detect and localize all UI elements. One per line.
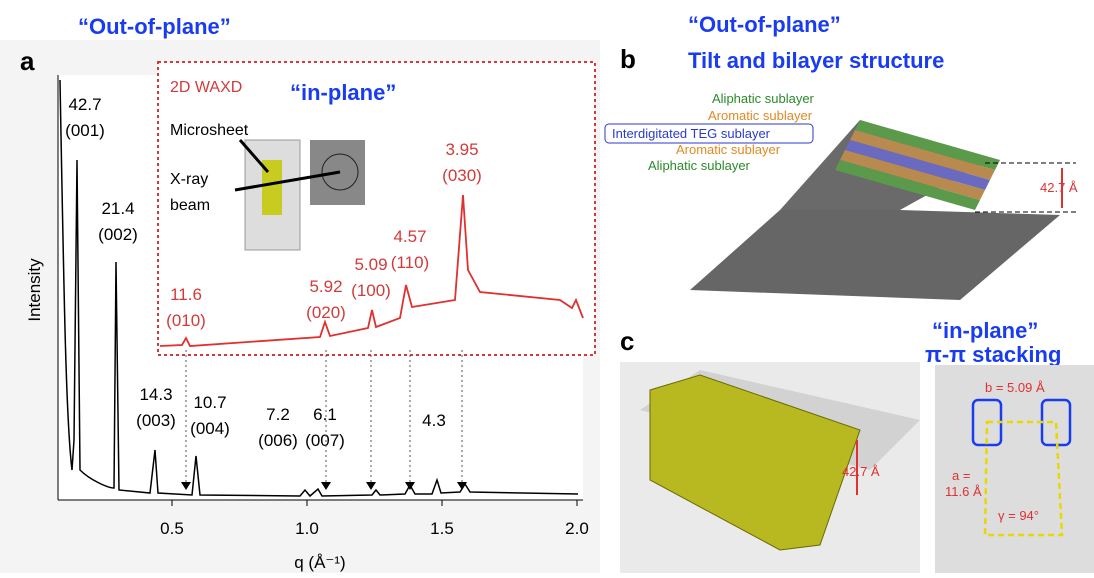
peak-label: 4.57 <box>393 227 426 246</box>
peak-index: (004) <box>190 419 230 438</box>
layer-label: Interdigitated TEG sublayer <box>612 126 771 141</box>
layer-label: Aromatic sublayer <box>708 108 813 123</box>
peak-label: 3.95 <box>445 140 478 159</box>
x-tick-label: 1.0 <box>295 519 319 538</box>
panel-letter: a <box>20 46 35 76</box>
inset-label: 2D WAXD <box>170 79 242 96</box>
peak-index: (010) <box>166 311 206 330</box>
microsheet-label: Microsheet <box>170 122 249 139</box>
spacing-label: 42.7 Å <box>1040 180 1078 195</box>
peak-label: 5.09 <box>354 255 387 274</box>
x-tick-label: 1.5 <box>430 519 454 538</box>
inset: 2D WAXD “in-plane” Microsheet X-ray beam <box>158 62 595 355</box>
peak-index: (003) <box>136 411 176 430</box>
peak-index: (007) <box>305 431 345 450</box>
x-axis-label: q (Å⁻¹) <box>294 553 345 572</box>
layer-label: Aliphatic sublayer <box>648 158 751 173</box>
x-tick-label: 2.0 <box>565 519 589 538</box>
layer-label: Aromatic sublayer <box>676 142 781 157</box>
peak-label: 7.2 <box>266 405 290 424</box>
peak-index: (110) <box>391 253 429 272</box>
gamma-label: γ = 94° <box>998 508 1039 523</box>
peak-label: 10.7 <box>193 393 226 412</box>
panel-letter: c <box>620 326 634 356</box>
spacing-label: 42.7 Å <box>842 464 880 479</box>
peak-label: 42.7 <box>68 95 101 114</box>
peak-index: (100) <box>351 281 391 300</box>
a-label: 11.6 Å <box>945 484 982 499</box>
peak-index: (020) <box>306 303 346 322</box>
panel-heading: “in-plane” <box>932 318 1038 343</box>
peak-index: (030) <box>442 166 482 185</box>
xray-label: X-ray <box>170 171 208 188</box>
figure: “Out-of-plane” a 2D WAXD “in-plane” Micr… <box>0 0 1094 573</box>
xray-label: beam <box>170 197 210 214</box>
peak-index: (001) <box>65 121 105 140</box>
panel-heading: π-π stacking <box>925 342 1061 367</box>
a-label: a = <box>952 468 970 483</box>
panel-heading: “Out-of-plane” <box>688 12 841 37</box>
y-axis-label: Intensity <box>25 258 44 322</box>
x-tick-label: 0.5 <box>160 519 184 538</box>
peak-label: 14.3 <box>139 385 172 404</box>
inset-frame <box>158 62 595 355</box>
peak-label: 11.6 <box>170 285 202 304</box>
panel-a: “Out-of-plane” a 2D WAXD “in-plane” Micr… <box>0 14 600 573</box>
panel-letter: b <box>620 44 636 74</box>
peak-label: 4.3 <box>422 411 446 430</box>
peak-label: 5.92 <box>309 277 342 296</box>
panel-heading: “Out-of-plane” <box>78 14 231 39</box>
peak-label: 21.4 <box>101 199 134 218</box>
peak-index: (006) <box>258 431 298 450</box>
panel-b: b “Out-of-plane” Tilt and bilayer struct… <box>605 12 1094 310</box>
panel-heading: Tilt and bilayer structure <box>688 48 944 73</box>
layer-label: Aliphatic sublayer <box>712 91 815 106</box>
peak-index: (002) <box>98 225 138 244</box>
peak-label: 6.1 <box>313 405 337 424</box>
b-label: b = 5.09 Å <box>985 380 1045 395</box>
inset-heading: “in-plane” <box>290 80 396 105</box>
